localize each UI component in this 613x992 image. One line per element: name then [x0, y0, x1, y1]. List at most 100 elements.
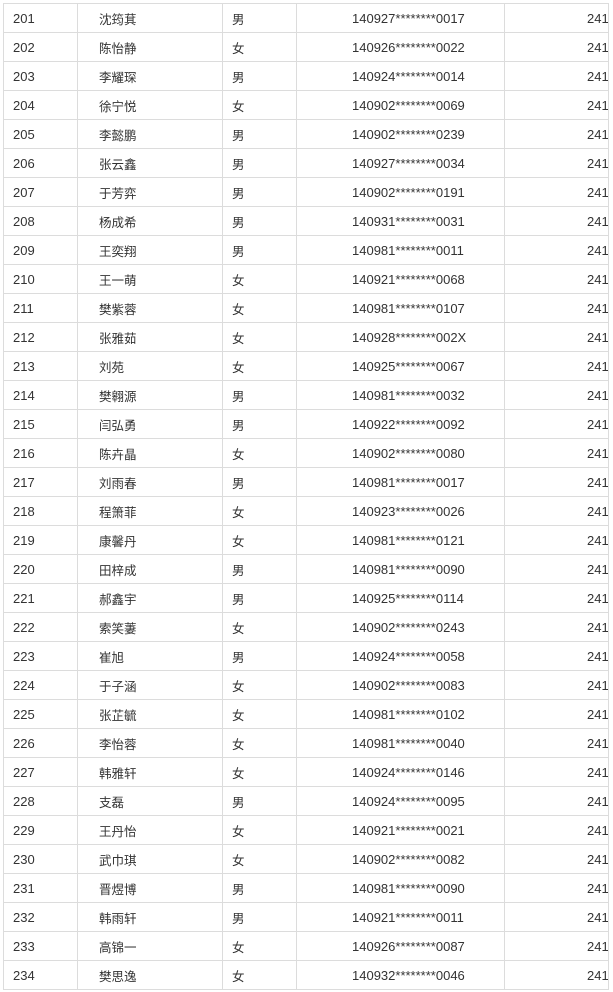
student-name-cell: 武巾琪 [77, 844, 223, 874]
id-number-cell: 140902********0239 [296, 119, 505, 149]
student-name-cell: 支磊 [77, 786, 223, 816]
row-number-cell: 217 [3, 467, 78, 497]
student-code-cell: 24115093 [504, 873, 609, 903]
row-number-cell: 232 [3, 902, 78, 932]
gender-cell: 男 [222, 786, 297, 816]
student-name-cell: 李怡蓉 [77, 728, 223, 758]
student-name-cell: 晋煜博 [77, 873, 223, 903]
student-code-cell: 24113970 [504, 61, 609, 91]
gender-cell: 男 [222, 902, 297, 932]
gender-cell: 女 [222, 90, 297, 120]
id-number-cell: 140931********0031 [296, 206, 505, 236]
gender-cell: 女 [222, 844, 297, 874]
row-number-cell: 230 [3, 844, 78, 874]
student-code-cell: 24106416 [504, 728, 609, 758]
gender-cell: 女 [222, 931, 297, 961]
student-code-cell: 24112382 [504, 322, 609, 352]
student-name-cell: 郝鑫宇 [77, 583, 223, 613]
row-number-cell: 204 [3, 90, 78, 120]
student-name-cell: 张雅茹 [77, 322, 223, 352]
gender-cell: 男 [222, 380, 297, 410]
student-name-cell: 王丹怡 [77, 815, 223, 845]
id-number-cell: 140923********0026 [296, 496, 505, 526]
student-code-cell: 24104741 [504, 844, 609, 874]
row-number-cell: 202 [3, 32, 78, 62]
gender-cell: 男 [222, 583, 297, 613]
student-code-cell: 24108921 [504, 931, 609, 961]
student-name-cell: 沈筠萁 [77, 3, 223, 33]
gender-cell: 男 [222, 148, 297, 178]
gender-cell: 女 [222, 496, 297, 526]
student-code-cell: 24116164 [504, 264, 609, 294]
student-name-cell: 陈卉晶 [77, 438, 223, 468]
student-name-cell: 王奕翔 [77, 235, 223, 265]
gender-cell: 男 [222, 873, 297, 903]
student-name-cell: 高锦一 [77, 931, 223, 961]
row-number-cell: 212 [3, 322, 78, 352]
student-name-cell: 田梓成 [77, 554, 223, 584]
gender-cell: 女 [222, 264, 297, 294]
student-code-cell: 24117198 [504, 467, 609, 497]
gender-cell: 女 [222, 960, 297, 990]
student-code-cell: 24112614 [504, 583, 609, 613]
row-number-cell: 228 [3, 786, 78, 816]
row-number-cell: 203 [3, 61, 78, 91]
student-name-cell: 程箫菲 [77, 496, 223, 526]
gender-cell: 女 [222, 728, 297, 758]
student-name-cell: 陈怡静 [77, 32, 223, 62]
student-code-cell: 24105421 [504, 148, 609, 178]
id-number-cell: 140924********0095 [296, 786, 505, 816]
row-number-cell: 219 [3, 525, 78, 555]
gender-cell: 女 [222, 293, 297, 323]
student-table: 201沈筠萁男140927********001724111430202陈怡静女… [3, 3, 609, 990]
id-number-cell: 140981********0107 [296, 293, 505, 323]
id-number-cell: 140902********0191 [296, 177, 505, 207]
student-name-cell: 杨成希 [77, 206, 223, 236]
student-code-cell: 24104556 [504, 90, 609, 120]
row-number-cell: 206 [3, 148, 78, 178]
row-number-cell: 210 [3, 264, 78, 294]
gender-cell: 女 [222, 612, 297, 642]
id-number-cell: 140981********0017 [296, 467, 505, 497]
student-name-cell: 于子涵 [77, 670, 223, 700]
id-number-cell: 140927********0017 [296, 3, 505, 33]
gender-cell: 女 [222, 525, 297, 555]
row-number-cell: 205 [3, 119, 78, 149]
id-number-cell: 140981********0102 [296, 699, 505, 729]
student-code-cell: 24117951 [504, 902, 609, 932]
table-body: 201沈筠萁男140927********001724111430202陈怡静女… [3, 3, 609, 990]
gender-cell: 男 [222, 554, 297, 584]
id-number-cell: 140926********0087 [296, 931, 505, 961]
id-number-cell: 140981********0032 [296, 380, 505, 410]
student-code-cell: 24115863 [504, 641, 609, 671]
row-number-cell: 216 [3, 438, 78, 468]
gender-cell: 男 [222, 61, 297, 91]
id-number-cell: 140921********0021 [296, 815, 505, 845]
id-number-cell: 140981********0011 [296, 235, 505, 265]
gender-cell: 男 [222, 119, 297, 149]
gender-cell: 女 [222, 699, 297, 729]
student-code-cell: 24111430 [504, 3, 609, 33]
student-code-cell: 24112628 [504, 757, 609, 787]
gender-cell: 女 [222, 670, 297, 700]
student-code-cell: 24104205 [504, 380, 609, 410]
id-number-cell: 140925********0067 [296, 351, 505, 381]
id-number-cell: 140924********0058 [296, 641, 505, 671]
id-number-cell: 140981********0121 [296, 525, 505, 555]
row-number-cell: 209 [3, 235, 78, 265]
row-number-cell: 225 [3, 699, 78, 729]
id-number-cell: 140981********0090 [296, 554, 505, 584]
student-name-cell: 韩雅轩 [77, 757, 223, 787]
student-code-cell: 24106410 [504, 699, 609, 729]
student-code-cell: 24100808 [504, 409, 609, 439]
